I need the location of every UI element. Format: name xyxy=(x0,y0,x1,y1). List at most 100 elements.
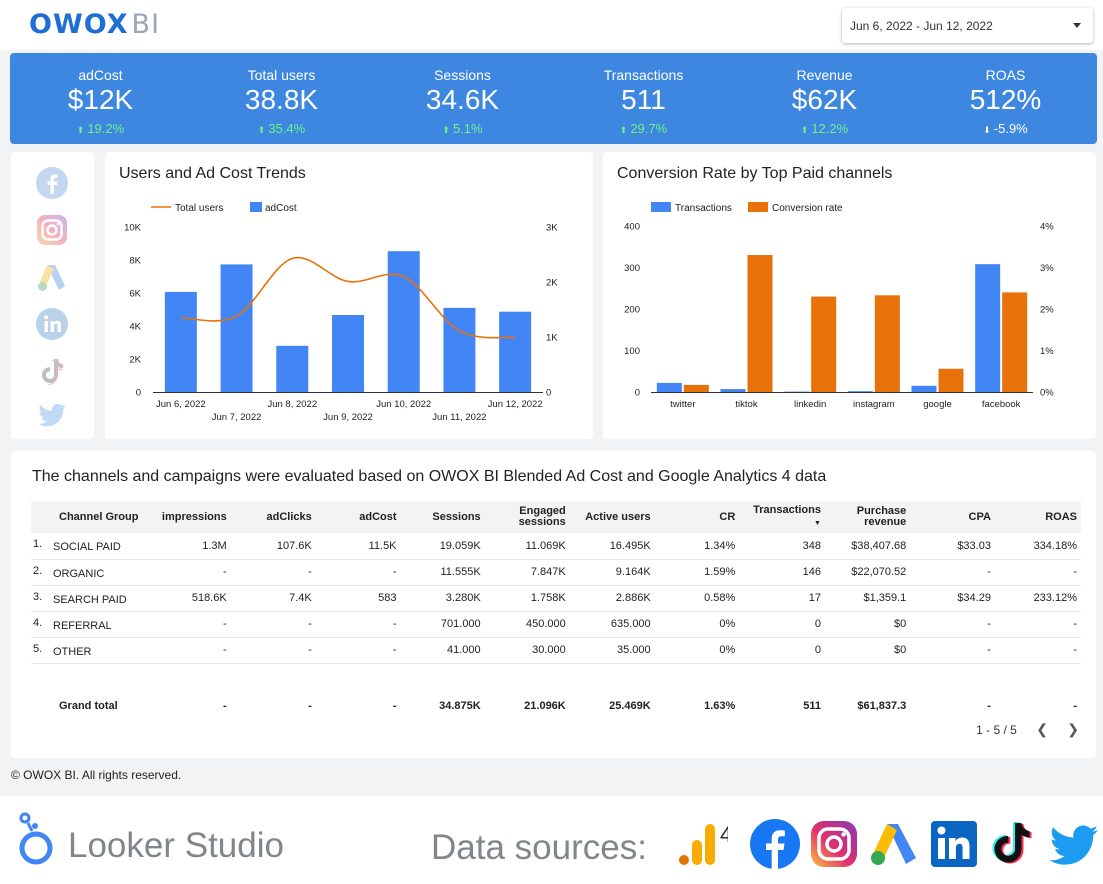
legend-label-adcost: adCost xyxy=(265,203,297,214)
column-header[interactable]: CR xyxy=(654,501,740,533)
table-row[interactable]: 5. OTHER - - -41.000 30.000 35.000 0% 0 $0- - xyxy=(31,637,1081,664)
owox-bi-logo: OWOX BI xyxy=(29,9,161,40)
column-header[interactable]: adClicks xyxy=(230,501,316,533)
table-cell: 11.069K xyxy=(484,533,570,560)
looker-studio-logo-icon xyxy=(19,812,53,865)
channel-group-cell: 2. ORGANIC xyxy=(31,559,158,586)
table-cell: - xyxy=(315,559,401,586)
data-sources-label: Data sources: xyxy=(431,828,647,867)
bar-transactions xyxy=(911,385,937,392)
kpi-transactions: Transactions 511 ⬆ 29.7% xyxy=(603,67,684,136)
instagram-icon xyxy=(811,821,857,867)
table-row[interactable]: 1. SOCIAL PAID 1.3M 107.6K 11.5K 19.059K 11.06… xyxy=(31,533,1081,560)
bar-conversion-rate xyxy=(938,368,964,392)
x-tick-label: tiktok xyxy=(735,399,757,410)
table-cell: 9.164K xyxy=(569,559,655,586)
column-header[interactable]: CPA xyxy=(910,501,995,533)
channel-group-cell: 5. OTHER xyxy=(31,637,158,664)
twitter-icon[interactable] xyxy=(35,397,69,431)
x-tick-label: Jun 10, 2022 xyxy=(376,399,431,410)
legend-label-conversion-rate: Conversion rate xyxy=(772,203,843,214)
table-cell: 7.4K xyxy=(230,585,316,612)
twitter-icon xyxy=(1049,825,1098,865)
column-header[interactable]: ROAS xyxy=(994,501,1081,533)
table-cell: 583 xyxy=(315,585,401,612)
table-row[interactable]: 2. ORGANIC - - -11.555K 7.847K 9.164K 1.59% 146 $… xyxy=(31,559,1081,586)
table-cell: 1.34% xyxy=(654,533,740,560)
table-cell: 701.000 xyxy=(400,611,485,638)
table-cell: 41.000 xyxy=(400,637,485,664)
grand-total-cell: - xyxy=(1073,700,1077,712)
facebook-icon[interactable] xyxy=(35,166,69,200)
table-cell: 16.495K xyxy=(569,533,655,560)
footer-banner: Looker Studio Data sources: 4 xyxy=(0,796,1103,884)
table-cell: 7.847K xyxy=(484,559,570,586)
conversion-rate-chart[interactable]: Transactions Conversion rate 0 100 200 300 400… xyxy=(603,152,1096,439)
table-cell: 0% xyxy=(654,611,740,638)
report-canvas: OWOX BI Jun 6, 2022 - Jun 12, 2022 adCost… xyxy=(0,0,1103,796)
channels-table: Channel Group impressions adClicks adCos… xyxy=(31,501,1081,721)
y-right-tick-label: 1% xyxy=(1040,346,1054,357)
table-cell: 1.758K xyxy=(484,585,570,612)
kpi-total-users: Total users 38.8K ⬆ 35.4% xyxy=(244,67,319,136)
x-tick-label: Jun 12, 2022 xyxy=(488,399,543,410)
bar-transactions xyxy=(720,389,746,392)
users-adcost-chart-card: Users and Ad Cost Trends Total users adCo… xyxy=(105,152,593,439)
bar-conversion-rate xyxy=(874,295,900,392)
table-cell: 11.5K xyxy=(315,533,401,560)
y-right-tick-label: 4% xyxy=(1040,222,1054,233)
table-cell: 0.58% xyxy=(654,585,740,612)
row-index: 1. xyxy=(33,538,43,551)
users-adcost-chart[interactable]: Total users adCost 0 2K 4K 6K 8K 10K 0 1K 2K 3K Jun … xyxy=(105,152,593,439)
chart-title: Users and Ad Cost Trends xyxy=(119,165,306,182)
y-left-tick-label: 400 xyxy=(624,222,640,233)
table-row[interactable]: 4. REFERRAL - - -701.000 450.000 635.000 0% 0 $0-… xyxy=(31,611,1081,638)
column-header[interactable]: Engaged sessions xyxy=(484,501,570,533)
column-header-sorted[interactable]: Transactions ▼ xyxy=(739,501,825,533)
column-header[interactable]: Purchase revenue xyxy=(824,501,911,533)
table-cell: 635.000 xyxy=(569,611,655,638)
row-index: 5. xyxy=(33,642,43,655)
column-header[interactable]: Channel Group xyxy=(31,501,158,533)
table-cell: 0 xyxy=(739,611,825,638)
y-left-tick-label: 200 xyxy=(624,305,640,316)
sort-descending-icon: ▼ xyxy=(814,520,821,527)
table-cell: - xyxy=(315,611,401,638)
pagination-label: 1 - 5 / 5 xyxy=(976,723,1017,737)
date-range-picker[interactable]: Jun 6, 2022 - Jun 12, 2022 xyxy=(842,8,1093,43)
linkedin-icon[interactable] xyxy=(35,307,69,341)
bar-conversion-rate xyxy=(683,384,709,392)
bar-transactions xyxy=(656,382,682,392)
channel-group-cell: 3. SEARCH PAID xyxy=(31,585,158,612)
row-index: 4. xyxy=(33,616,43,629)
next-page-button[interactable]: ❯ xyxy=(1067,721,1079,737)
table-cell: 11.555K xyxy=(400,559,485,586)
grand-total-cell: - xyxy=(308,700,312,712)
table-cell: - xyxy=(315,637,401,664)
grand-total-cell: - xyxy=(987,700,991,712)
column-header[interactable]: impressions xyxy=(157,501,231,533)
table-spacer xyxy=(31,663,1081,691)
column-header[interactable]: adCost xyxy=(315,501,401,533)
previous-page-button[interactable]: ❮ xyxy=(1036,721,1048,737)
date-range-value: Jun 6, 2022 - Jun 12, 2022 xyxy=(850,19,993,33)
table-cell: - xyxy=(994,611,1081,638)
copyright-text: © OWOX BI. All rights reserved. xyxy=(11,768,182,782)
table-cell: - xyxy=(994,637,1081,664)
grand-total-label: Grand total xyxy=(59,700,118,712)
tiktok-icon[interactable] xyxy=(35,354,69,388)
instagram-icon[interactable] xyxy=(35,213,69,247)
table-row[interactable]: 3. SEARCH PAID 518.6K 7.4K 583 3.280K 1.758K 2.… xyxy=(31,585,1081,612)
column-header[interactable]: Sessions xyxy=(400,501,485,533)
y-right-tick-label: 3K xyxy=(546,223,558,234)
table-cell: - xyxy=(230,559,316,586)
x-tick-label: Jun 11, 2022 xyxy=(432,412,486,423)
looker-studio-label: Looker Studio xyxy=(68,826,284,865)
x-tick-label: instagram xyxy=(853,399,895,410)
y-left-tick-label: 2K xyxy=(129,355,141,366)
google-ads-icon[interactable] xyxy=(35,260,69,294)
bar-adcost xyxy=(332,315,364,392)
y-left-tick-label: 100 xyxy=(624,346,640,357)
y-left-tick-label: 0 xyxy=(635,388,640,399)
column-header[interactable]: Active users xyxy=(569,501,655,533)
